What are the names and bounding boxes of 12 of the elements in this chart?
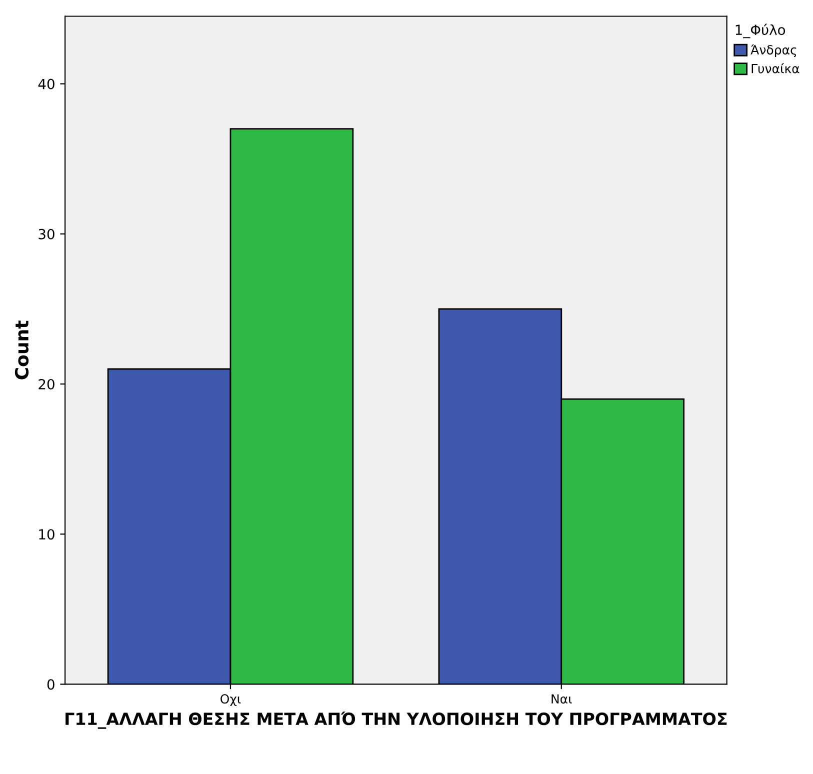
legend-title: 1_Φύλο — [736, 24, 786, 38]
legend-label: Γυναίκα — [752, 63, 800, 74]
x-axis-title: Γ11_ΑΛΛΑΓΗ ΘΕΣΗΣ ΜΕΤΑ ΑΠΌ ΤΗΝ ΥΛΟΠΟΙΗΣΗ ΤΟΥ ΠΡΟΓΡΑΜΜΑΤΟΣ — [66, 712, 727, 729]
y-tick-label: 30 — [38, 228, 54, 240]
y-tick-label: 40 — [38, 78, 54, 90]
y-axis-title: Count — [14, 320, 29, 380]
legend-label: Άνδρας — [750, 44, 796, 58]
x-tick-label: Οχι — [220, 694, 241, 706]
x-tick-label: Ναι — [552, 694, 572, 704]
y-tick-label: 10 — [39, 529, 54, 540]
y-tick-label: 20 — [38, 378, 54, 390]
y-tick-label: 0 — [47, 679, 54, 690]
